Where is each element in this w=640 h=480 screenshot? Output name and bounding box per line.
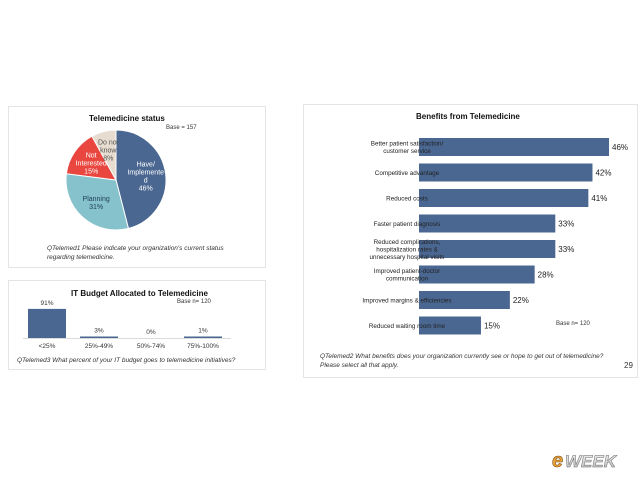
- pie-slice: [65, 173, 130, 231]
- benefit-bar: [419, 189, 589, 207]
- benefit-bar: [419, 240, 556, 258]
- budget-category-label: 50%-74%: [137, 343, 165, 350]
- budget-base-note: Base n= 120: [177, 299, 211, 305]
- budget-bar: [184, 336, 222, 338]
- benefit-value-label: 22%: [513, 296, 529, 305]
- pie-slice: [91, 129, 117, 181]
- pie-base-note: Base = 157: [166, 125, 197, 131]
- budget-value-label: 1%: [198, 328, 208, 335]
- benefit-category-label: Reduced complications, hospitalization ra…: [370, 239, 445, 261]
- pie-slice-label: Have/Implemente d 46%: [127, 162, 164, 193]
- budget-bar: [80, 336, 118, 338]
- benefit-value-label: 33%: [558, 220, 574, 229]
- pie-slice: [115, 129, 167, 230]
- benefit-category-label: Faster patient diagnosis: [374, 221, 441, 228]
- benefit-bar: [419, 265, 535, 284]
- benefit-value-label: 33%: [558, 245, 574, 254]
- benefit-category-label: Improved margins & efficiencies: [362, 297, 451, 304]
- benefit-bar: [419, 316, 481, 335]
- budget-value-label: 0%: [146, 329, 156, 336]
- pie-slice-label: Planning 31%: [83, 196, 110, 211]
- budget-value-label: 3%: [94, 328, 104, 335]
- benefits-base-note: Base n= 120: [556, 321, 590, 327]
- benefit-category-label: Reduced costs: [386, 195, 428, 202]
- it-budget-bar-chart: 91% <25% 3% 25%-49% 0% 50%-74% 1% 75%-100%: [23, 300, 231, 350]
- benefit-bar: [419, 291, 510, 309]
- budget-category-label: 75%-100%: [187, 343, 219, 350]
- benefit-bar: [419, 163, 593, 182]
- pie-chart-title: Telemedicine status: [89, 114, 165, 123]
- it-budget-panel: IT Budget Allocated to Telemedicine Base…: [8, 280, 266, 370]
- benefit-bar: [419, 214, 556, 233]
- benefit-value-label: 28%: [538, 271, 554, 280]
- benefit-value-label: 42%: [595, 169, 611, 178]
- benefits-question: QTelemed2 What benefits does your organi…: [320, 353, 604, 369]
- benefit-category-label: Reduced waiting room time: [369, 323, 446, 330]
- telemedicine-status-panel: Telemedicine status Base = 157 Have/Impl…: [8, 106, 266, 268]
- pie-slice-label: Not Interested 15%: [76, 153, 107, 176]
- eweek-logo: e WEEK: [552, 450, 618, 473]
- budget-value-label: 91%: [40, 300, 53, 307]
- budget-question: QTelemed3 What percent of your IT budget…: [17, 357, 236, 364]
- benefits-bar-chart: 46% Better patient satisfaction/customer …: [362, 138, 628, 335]
- page-number: 29: [624, 361, 633, 370]
- benefit-category-label: Improved patient-doctor communication: [374, 268, 441, 283]
- benefits-chart-title: Benefits from Telemedicine: [416, 112, 520, 121]
- benefit-category-label: Competitive advantage: [375, 170, 440, 177]
- telemedicine-pie-chart: Have/Implemente d 46% Planning 31% Not Interes…: [65, 129, 167, 231]
- budget-bar: [28, 308, 66, 338]
- benefit-category-label: Better patient satisfaction/customer ser…: [371, 141, 444, 156]
- budget-category-label: <25%: [39, 343, 56, 350]
- svg-text:e: e: [552, 450, 563, 472]
- benefits-panel: Benefits from Telemedicine 46% Better pat…: [303, 104, 638, 378]
- svg-text:WEEK: WEEK: [565, 452, 618, 471]
- benefit-bar: [419, 138, 609, 156]
- budget-chart-title: IT Budget Allocated to Telemedicine: [71, 289, 208, 298]
- benefit-value-label: 41%: [591, 194, 607, 203]
- benefit-value-label: 15%: [484, 322, 500, 331]
- benefit-value-label: 46%: [612, 143, 628, 152]
- budget-category-label: 25%-49%: [85, 343, 113, 350]
- pie-slice-label: Do not know 8%: [98, 139, 119, 162]
- pie-question: QTelemed1 Please indicate your organizat…: [47, 245, 224, 261]
